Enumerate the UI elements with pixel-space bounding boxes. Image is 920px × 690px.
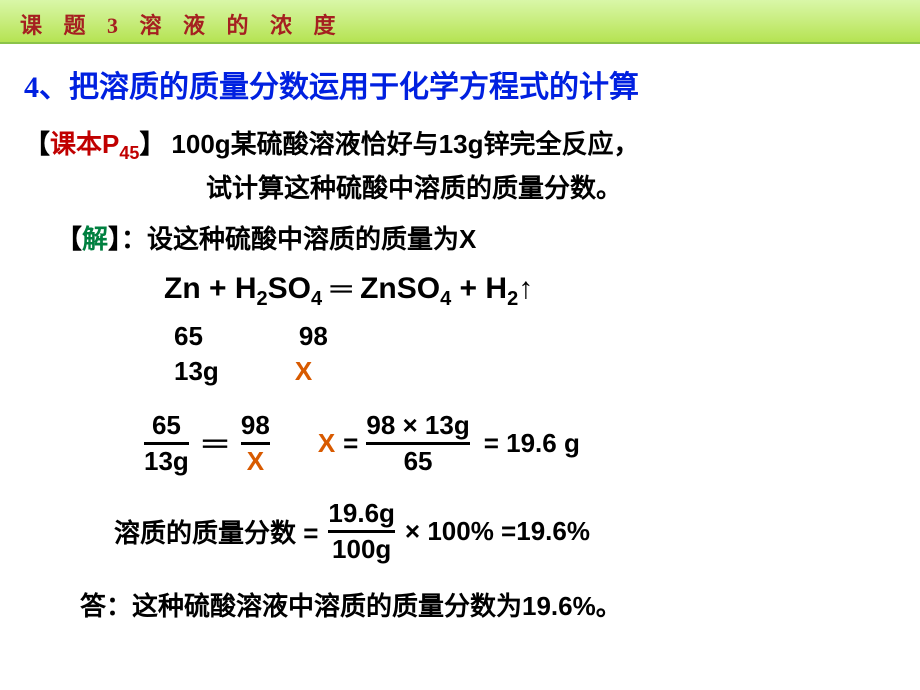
setup-text: ：设这种硫酸中溶质的质量为X	[121, 224, 476, 254]
ref-prefix: 课本P	[50, 129, 119, 159]
bracket-open: 【	[24, 124, 50, 161]
molar-mass-row: 65 98	[174, 321, 896, 352]
x-result: X = 98 × 13g 65 = 19.6 g	[318, 411, 580, 475]
mf-top: 19.6g	[328, 499, 395, 528]
eq-sign: ═	[322, 272, 360, 305]
frac-2: 98 X	[241, 411, 270, 475]
proportion-line: 65 13g ═ 98 X X = 98 × 13g 65 = 19.6 g	[144, 411, 896, 475]
chemical-equation: Zn + H2SO4 ═ ZnSO4 + H2↑	[164, 272, 896, 311]
mass-fraction-line: 溶质的质量分数 = 19.6g 100g × 100% =19.6%	[114, 499, 896, 563]
eq-h2: H	[485, 272, 507, 305]
frac2-line	[241, 442, 270, 445]
calc-bot: 65	[404, 447, 433, 476]
textbook-reference: 课本P45	[50, 124, 139, 164]
ref-sub: 45	[119, 143, 139, 163]
frac-calc: 98 × 13g 65	[366, 411, 469, 475]
eq-big-1: ═	[203, 424, 227, 463]
mf-frac: 19.6g 100g	[328, 499, 395, 563]
calc-top: 98 × 13g	[366, 411, 469, 440]
eq-so: SO	[268, 272, 311, 305]
slide-content: 4、把溶质的质量分数运用于化学方程式的计算 【 课本P45 】 100g某硫酸溶…	[0, 44, 920, 690]
eq-plus1: +	[201, 272, 235, 305]
bracket-open-2: 【	[56, 224, 82, 254]
mass-x: X	[295, 356, 312, 386]
given-mass-row: 13g X	[174, 356, 896, 387]
eq-znso: ZnSO	[360, 272, 440, 305]
mf-result: × 100% =19.6%	[405, 516, 590, 547]
mf-label: 溶质的质量分数 =	[114, 513, 318, 550]
mf-line	[328, 530, 395, 533]
bracket-close: 】	[139, 124, 165, 161]
eq-sub2a: 2	[257, 288, 268, 310]
mass-zn: 13g	[174, 356, 219, 386]
x-value: = 19.6 g	[484, 428, 580, 459]
eq-zn: Zn	[164, 272, 201, 305]
frac1-bot: 13g	[144, 447, 189, 476]
eq-sub4b: 4	[440, 288, 451, 310]
eq-uparrow: ↑	[518, 272, 533, 305]
problem-text-2: 试计算这种硫酸中溶质的质量分数。	[206, 168, 896, 205]
bracket-close-2: 】	[108, 224, 121, 254]
problem-text-1: 100g某硫酸溶液恰好与13g锌完全反应，	[171, 124, 639, 161]
eq-sub2b: 2	[507, 288, 518, 310]
solution-setup: 【解】：设这种硫酸中溶质的质量为X	[56, 219, 896, 256]
eq-plus2: +	[451, 272, 485, 305]
frac2-bot: X	[247, 447, 264, 476]
x-label: X	[318, 428, 335, 459]
problem-statement-line1: 【 课本P45 】 100g某硫酸溶液恰好与13g锌完全反应，	[24, 124, 896, 164]
frac-1: 65 13g	[144, 411, 189, 475]
frac2-top: 98	[241, 411, 270, 440]
solution-label: 解	[82, 224, 108, 254]
molar-zn: 65	[174, 321, 203, 351]
frac1-line	[144, 442, 189, 445]
frac1-top: 65	[152, 411, 181, 440]
section-title: 4、把溶质的质量分数运用于化学方程式的计算	[24, 62, 896, 106]
header-title: 课 题 3 溶 液 的 浓 度	[20, 8, 900, 40]
eq-sign-2: =	[343, 428, 358, 459]
molar-h2so4: 98	[299, 321, 328, 351]
eq-h: H	[235, 272, 257, 305]
mf-bot: 100g	[332, 535, 391, 564]
calc-line	[366, 442, 469, 445]
eq-sub4a: 4	[311, 288, 322, 310]
answer-line: 答：这种硫酸溶液中溶质的质量分数为19.6%。	[80, 586, 896, 623]
header-bar: 课 题 3 溶 液 的 浓 度	[0, 0, 920, 44]
